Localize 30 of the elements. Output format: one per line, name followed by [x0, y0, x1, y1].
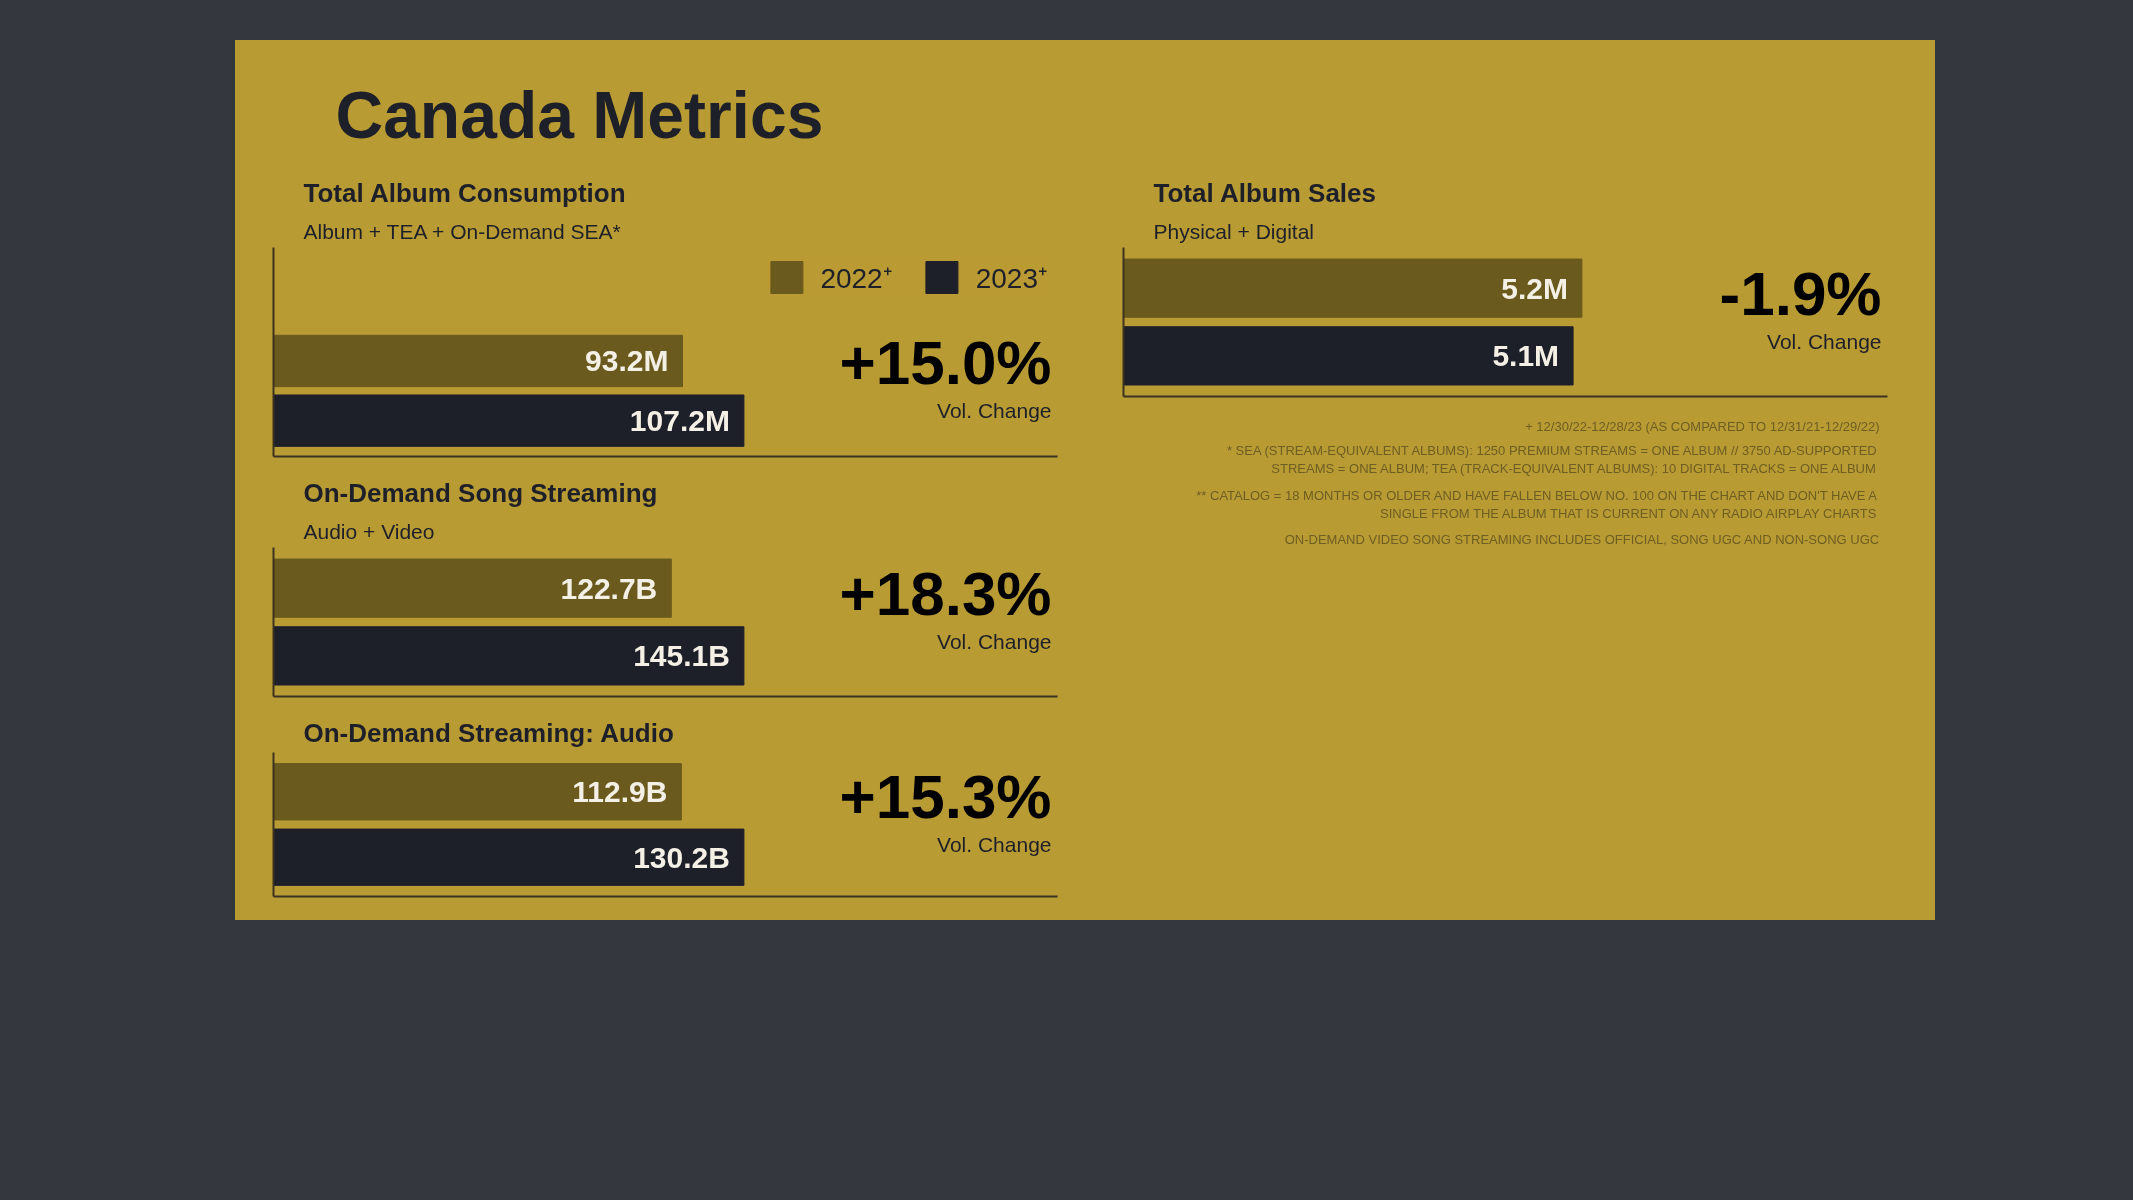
data-label: 107.2M — [629, 404, 730, 438]
text: ON-DEMAND VIDEO SONG STREAMING INCLUDES OFFICIAL, SONG UGC AND NON-SONG UGC — [1284, 532, 1880, 548]
chart-title: On-Demand Song Streaming — [303, 477, 658, 508]
text: +15.3% — [839, 761, 1052, 831]
chart-subtitle: Album + TEA + On-Demand SEA* — [303, 219, 621, 243]
text: Canada Metrics — [335, 77, 824, 152]
text: Vol. Change — [937, 630, 1052, 653]
legend-label: 2022⁺ — [820, 262, 892, 296]
chart-title: Total Album Sales — [1153, 177, 1376, 208]
text: ** CATALOG = 18 MONTHS OR OLDER AND HAVE FALLEN BELOW NO. 100 ON THE CHART AND DON'T HAVE A SINGLE FROM THE ALBUM THAT IS CURRENT ON ANY RADIO AIRPLAY CHARTS — [1196, 487, 1878, 521]
data-label: 93.2M — [585, 344, 669, 378]
chart-subtitle: Physical + Digital — [1153, 219, 1314, 243]
data-label: 130.2B — [633, 840, 730, 874]
text: +15.0% — [839, 327, 1052, 397]
legend-label: 2023⁺ — [975, 262, 1047, 296]
chart-subtitle: Audio + Video — [303, 519, 435, 543]
text: + 12/30/22-12/28/23 (AS COMPARED TO 12/31/21-12/29/22) — [1525, 418, 1880, 434]
text: +18.3% — [839, 559, 1052, 628]
text: Vol. Change — [1767, 330, 1882, 353]
data-label: 112.9B — [572, 775, 668, 809]
chart-title: On-Demand Streaming: Audio — [303, 717, 674, 748]
data-label: 122.7B — [560, 571, 658, 605]
data-label: 5.2M — [1501, 271, 1568, 305]
text: Vol. Change — [937, 832, 1052, 856]
text: Vol. Change — [937, 398, 1052, 422]
data-label: 5.1M — [1492, 339, 1560, 373]
data-label: 145.1B — [633, 639, 730, 673]
text: -1.9% — [1719, 259, 1882, 328]
chart-title: Total Album Consumption — [303, 177, 626, 208]
text: * SEA (STREAM-EQUIVALENT ALBUMS): 1250 PREMIUM STREAMS = ONE ALBUM // 3750 AD-SUPPORTED STREAMS = ONE ALBUM; TEA (TRACK-EQUIVALENT ALBUMS): 10 DIGITAL TRACKS = ONE ALBUM — [1226, 443, 1877, 477]
